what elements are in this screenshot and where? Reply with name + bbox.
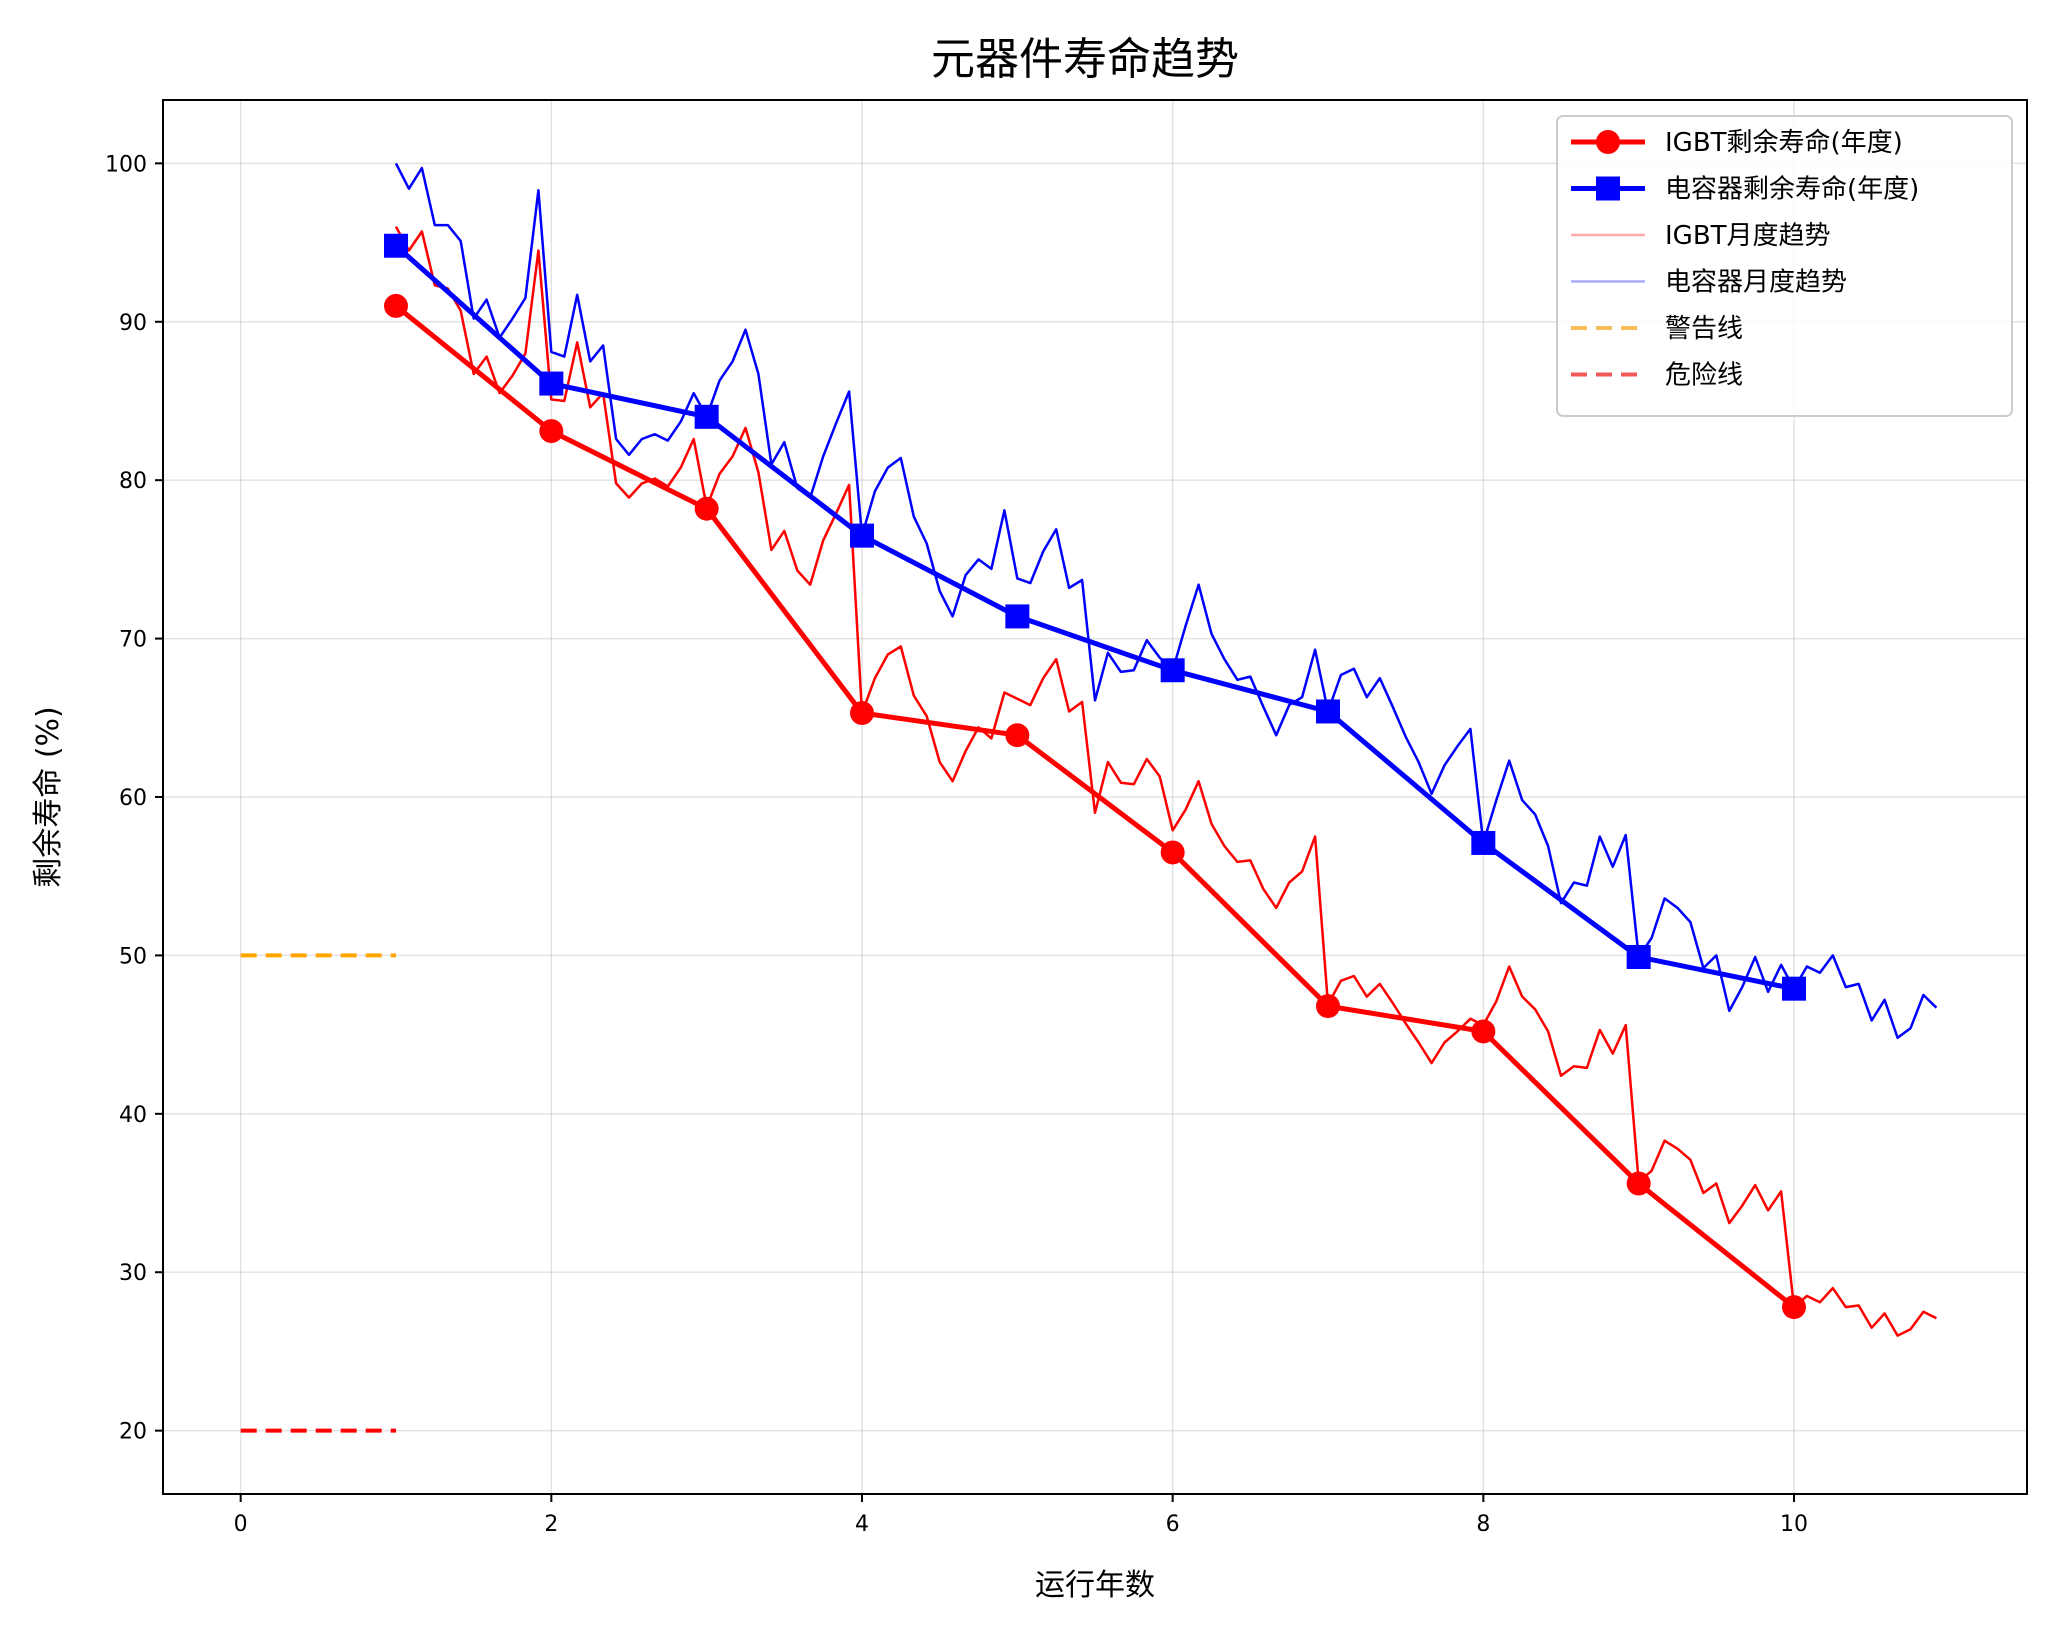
data-point-circle <box>1316 994 1340 1019</box>
x-tick-label: 0 <box>234 1512 248 1537</box>
y-tick-label: 60 <box>119 786 147 811</box>
data-point-square <box>694 404 719 429</box>
legend-label: 警告线 <box>1665 314 1743 344</box>
legend-label: 电容器剩余寿命(年度) <box>1665 175 1919 205</box>
data-point-square <box>1626 944 1651 969</box>
data-point-circle <box>384 293 408 318</box>
plot-series <box>240 162 1938 1433</box>
y-tick-label: 80 <box>119 469 147 494</box>
legend-label: IGBT月度趋势 <box>1665 221 1831 251</box>
x-tick-label: 10 <box>1780 1512 1808 1537</box>
x-tick-label: 2 <box>544 1512 558 1537</box>
data-point-square <box>1471 830 1496 855</box>
series-line-annual <box>394 243 1795 992</box>
axis-ticks: 0 2 4 6 8 10 20 30 40 50 60 70 80 90 100 <box>105 152 1808 1537</box>
series-line-annual <box>394 303 1796 1310</box>
legend-label: 危险线 <box>1665 361 1743 391</box>
y-tick-label: 50 <box>119 944 147 969</box>
data-point-square <box>539 371 564 396</box>
data-point-circle <box>1160 840 1185 865</box>
x-tick-label: 6 <box>1166 1512 1180 1537</box>
data-point-circle <box>1782 1295 1806 1320</box>
y-tick-label: 70 <box>119 628 147 653</box>
data-point-circle <box>1626 1171 1651 1196</box>
data-point-square <box>1316 699 1340 724</box>
data-point-square <box>1160 658 1185 683</box>
y-tick-label: 100 <box>105 152 147 177</box>
y-tick-label: 90 <box>119 311 147 336</box>
y-axis-label: 剩余寿命 (%) <box>31 706 66 887</box>
y-tick-label: 30 <box>119 1261 147 1286</box>
legend-box <box>1556 115 2013 417</box>
data-point-square <box>1005 604 1030 629</box>
y-tick-label: 40 <box>119 1103 147 1128</box>
legend: IGBT剩余寿命(年度) 电容器剩余寿命(年度) IGBT月度趋势电容器月度趋势警告… <box>1556 115 2013 417</box>
chart-title: 元器件寿命趋势 <box>931 34 1239 85</box>
x-axis-label: 运行年数 <box>1035 1568 1155 1603</box>
data-point-circle <box>694 496 719 521</box>
data-point-square <box>384 233 408 258</box>
legend-label: IGBT剩余寿命(年度) <box>1665 128 1903 158</box>
data-point-square <box>850 523 874 548</box>
legend-marker-square <box>1596 176 1620 201</box>
data-point-square <box>1782 976 1806 1001</box>
y-tick-label: 20 <box>119 1420 147 1445</box>
data-point-circle <box>1005 723 1030 748</box>
data-point-circle <box>539 419 564 444</box>
data-point-circle <box>850 701 874 726</box>
data-point-circle <box>1471 1019 1496 1044</box>
legend-label: 电容器月度趋势 <box>1665 268 1847 298</box>
x-tick-label: 4 <box>855 1512 869 1537</box>
legend-marker-circle <box>1596 130 1620 154</box>
x-tick-label: 8 <box>1476 1512 1490 1537</box>
